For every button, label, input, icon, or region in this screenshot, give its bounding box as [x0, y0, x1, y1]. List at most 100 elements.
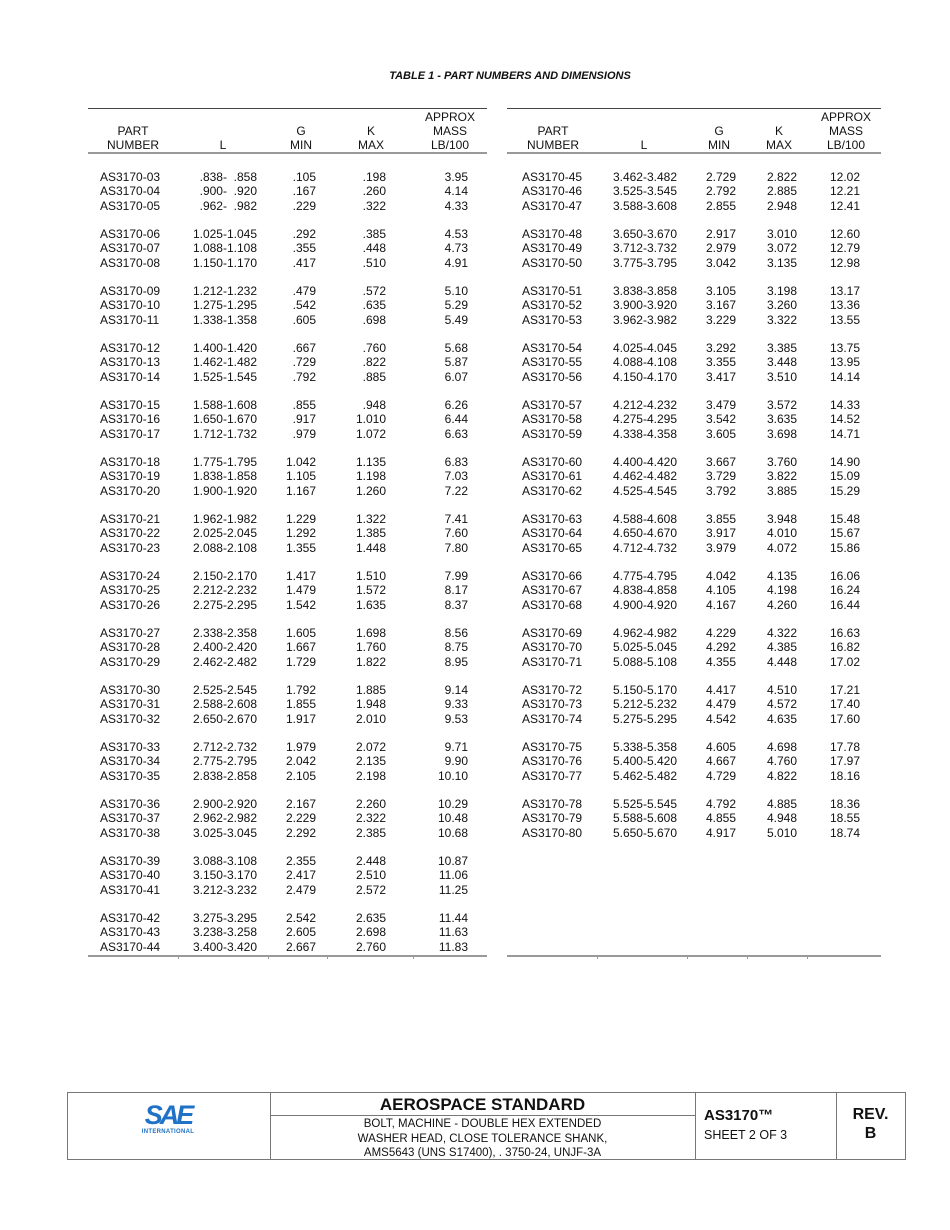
l-dimension: .900- .920 — [199, 184, 257, 199]
g-min: 2.042 — [285, 754, 316, 769]
g-min: .542 — [292, 298, 316, 313]
l-dimension: 5.150-5.170 — [612, 683, 677, 697]
part-number: AS3170-09 — [100, 284, 161, 298]
part-number: AS3170-04 — [100, 184, 161, 199]
approx-mass: 16.24 — [829, 583, 860, 598]
k-max: 2.510 — [355, 868, 386, 883]
approx-mass: 17.02 — [829, 654, 860, 669]
l-dimension: 4.338-4.358 — [612, 426, 677, 441]
approx-mass: 5.49 — [444, 312, 468, 327]
l-dimension: 1.838-1.858 — [192, 469, 257, 484]
sheet-number: SHEET 2 OF 3 — [704, 1128, 788, 1142]
g-min: 1.229 — [285, 512, 316, 526]
l-dimension: 3.775-3.795 — [612, 255, 677, 270]
approx-mass: 10.68 — [437, 825, 468, 840]
document-number: AS3170™ — [704, 1107, 774, 1124]
part-number: AS3170-62 — [522, 483, 583, 498]
l-dimension: 2.088-2.108 — [192, 540, 257, 555]
approx-mass: 13.36 — [829, 298, 860, 313]
l-dimension: 3.212-3.232 — [192, 882, 257, 897]
part-number: AS3170-71 — [522, 654, 583, 669]
k-max: 3.322 — [766, 312, 797, 327]
l-dimension: 3.962-3.982 — [612, 312, 677, 327]
k-max: 2.322 — [355, 811, 386, 826]
column-tick — [687, 955, 688, 959]
approx-mass: 6.07 — [444, 369, 468, 384]
approx-mass: 8.17 — [444, 583, 468, 598]
k-max: 4.885 — [766, 797, 797, 811]
part-number: AS3170-52 — [522, 298, 583, 313]
l-dimension: 2.775-2.795 — [192, 754, 257, 769]
l-dimension: 3.025-3.045 — [192, 825, 257, 840]
description-line: WASHER HEAD, CLOSE TOLERANCE SHANK, — [357, 1132, 608, 1145]
l-dimension: 3.838-3.858 — [612, 284, 677, 298]
g-min: 2.792 — [705, 184, 736, 199]
k-max: 3.635 — [766, 412, 797, 427]
column-header-k-max: K — [366, 124, 375, 138]
g-min: 1.729 — [285, 654, 316, 669]
part-number: AS3170-69 — [522, 626, 583, 640]
g-min: 1.105 — [285, 469, 316, 484]
k-max: 1.635 — [355, 597, 386, 612]
column-tick — [807, 955, 808, 959]
approx-mass: 11.06 — [438, 868, 468, 883]
g-min: 1.479 — [285, 583, 316, 598]
column-header-approx-mass: LB/100 — [430, 138, 470, 152]
part-number: AS3170-36 — [100, 797, 161, 811]
approx-mass: 12.60 — [829, 227, 860, 241]
approx-mass: 8.37 — [444, 597, 468, 612]
k-max: 2.822 — [766, 170, 797, 184]
approx-mass: 18.36 — [829, 797, 860, 811]
approx-mass: 15.09 — [829, 469, 860, 484]
approx-mass: 18.16 — [829, 768, 860, 783]
approx-mass: 15.86 — [829, 540, 860, 555]
part-number: AS3170-23 — [100, 540, 161, 555]
g-min: 4.667 — [705, 754, 736, 769]
k-max: 1.260 — [355, 483, 386, 498]
l-dimension: 1.588-1.608 — [192, 398, 257, 412]
table-bottom-rule — [88, 955, 487, 957]
g-min: 2.729 — [705, 170, 736, 184]
k-max: 4.072 — [766, 540, 797, 555]
part-number: AS3170-41 — [100, 882, 161, 897]
k-max: 3.260 — [766, 298, 797, 313]
g-min: 4.542 — [705, 711, 736, 726]
table-top-rule — [507, 108, 881, 109]
g-min: 1.792 — [285, 683, 316, 697]
k-max: 4.322 — [766, 626, 797, 640]
g-min: 2.167 — [285, 797, 316, 811]
column-header-part-number: NUMBER — [106, 138, 159, 152]
part-number: AS3170-79 — [522, 811, 583, 826]
l-dimension: 4.400-4.420 — [612, 455, 677, 469]
part-number: AS3170-13 — [100, 355, 161, 370]
k-max: 4.948 — [766, 811, 797, 826]
logo-subtext: INTERNATIONAL — [141, 1129, 195, 1135]
k-max: 4.010 — [766, 526, 797, 541]
approx-mass: 15.67 — [829, 526, 860, 541]
l-dimension: 2.150-2.170 — [192, 569, 257, 583]
l-dimension: .962- .982 — [199, 198, 257, 213]
part-number: AS3170-45 — [522, 170, 583, 184]
g-min: .605 — [292, 312, 316, 327]
approx-mass: 8.56 — [444, 626, 468, 640]
g-min: 2.855 — [705, 198, 736, 213]
k-max: 3.822 — [766, 469, 797, 484]
part-number: AS3170-25 — [100, 583, 161, 598]
standard-title: AEROSPACE STANDARD — [379, 1095, 586, 1114]
k-max: 1.010 — [355, 412, 386, 427]
k-max: 2.260 — [355, 797, 386, 811]
part-number: AS3170-58 — [522, 412, 583, 427]
g-min: 2.292 — [285, 825, 316, 840]
part-number: AS3170-16 — [100, 412, 161, 427]
k-max: 4.635 — [766, 711, 797, 726]
k-max: 4.448 — [766, 654, 797, 669]
approx-mass: 7.22 — [444, 483, 468, 498]
g-min: 3.167 — [705, 298, 736, 313]
k-max: .822 — [362, 355, 386, 370]
g-min: 1.355 — [285, 540, 316, 555]
g-min: .479 — [292, 284, 316, 298]
column-tick — [268, 955, 269, 959]
l-dimension: 4.525-4.545 — [612, 483, 677, 498]
l-dimension: 2.650-2.670 — [192, 711, 257, 726]
k-max: 2.385 — [355, 825, 386, 840]
